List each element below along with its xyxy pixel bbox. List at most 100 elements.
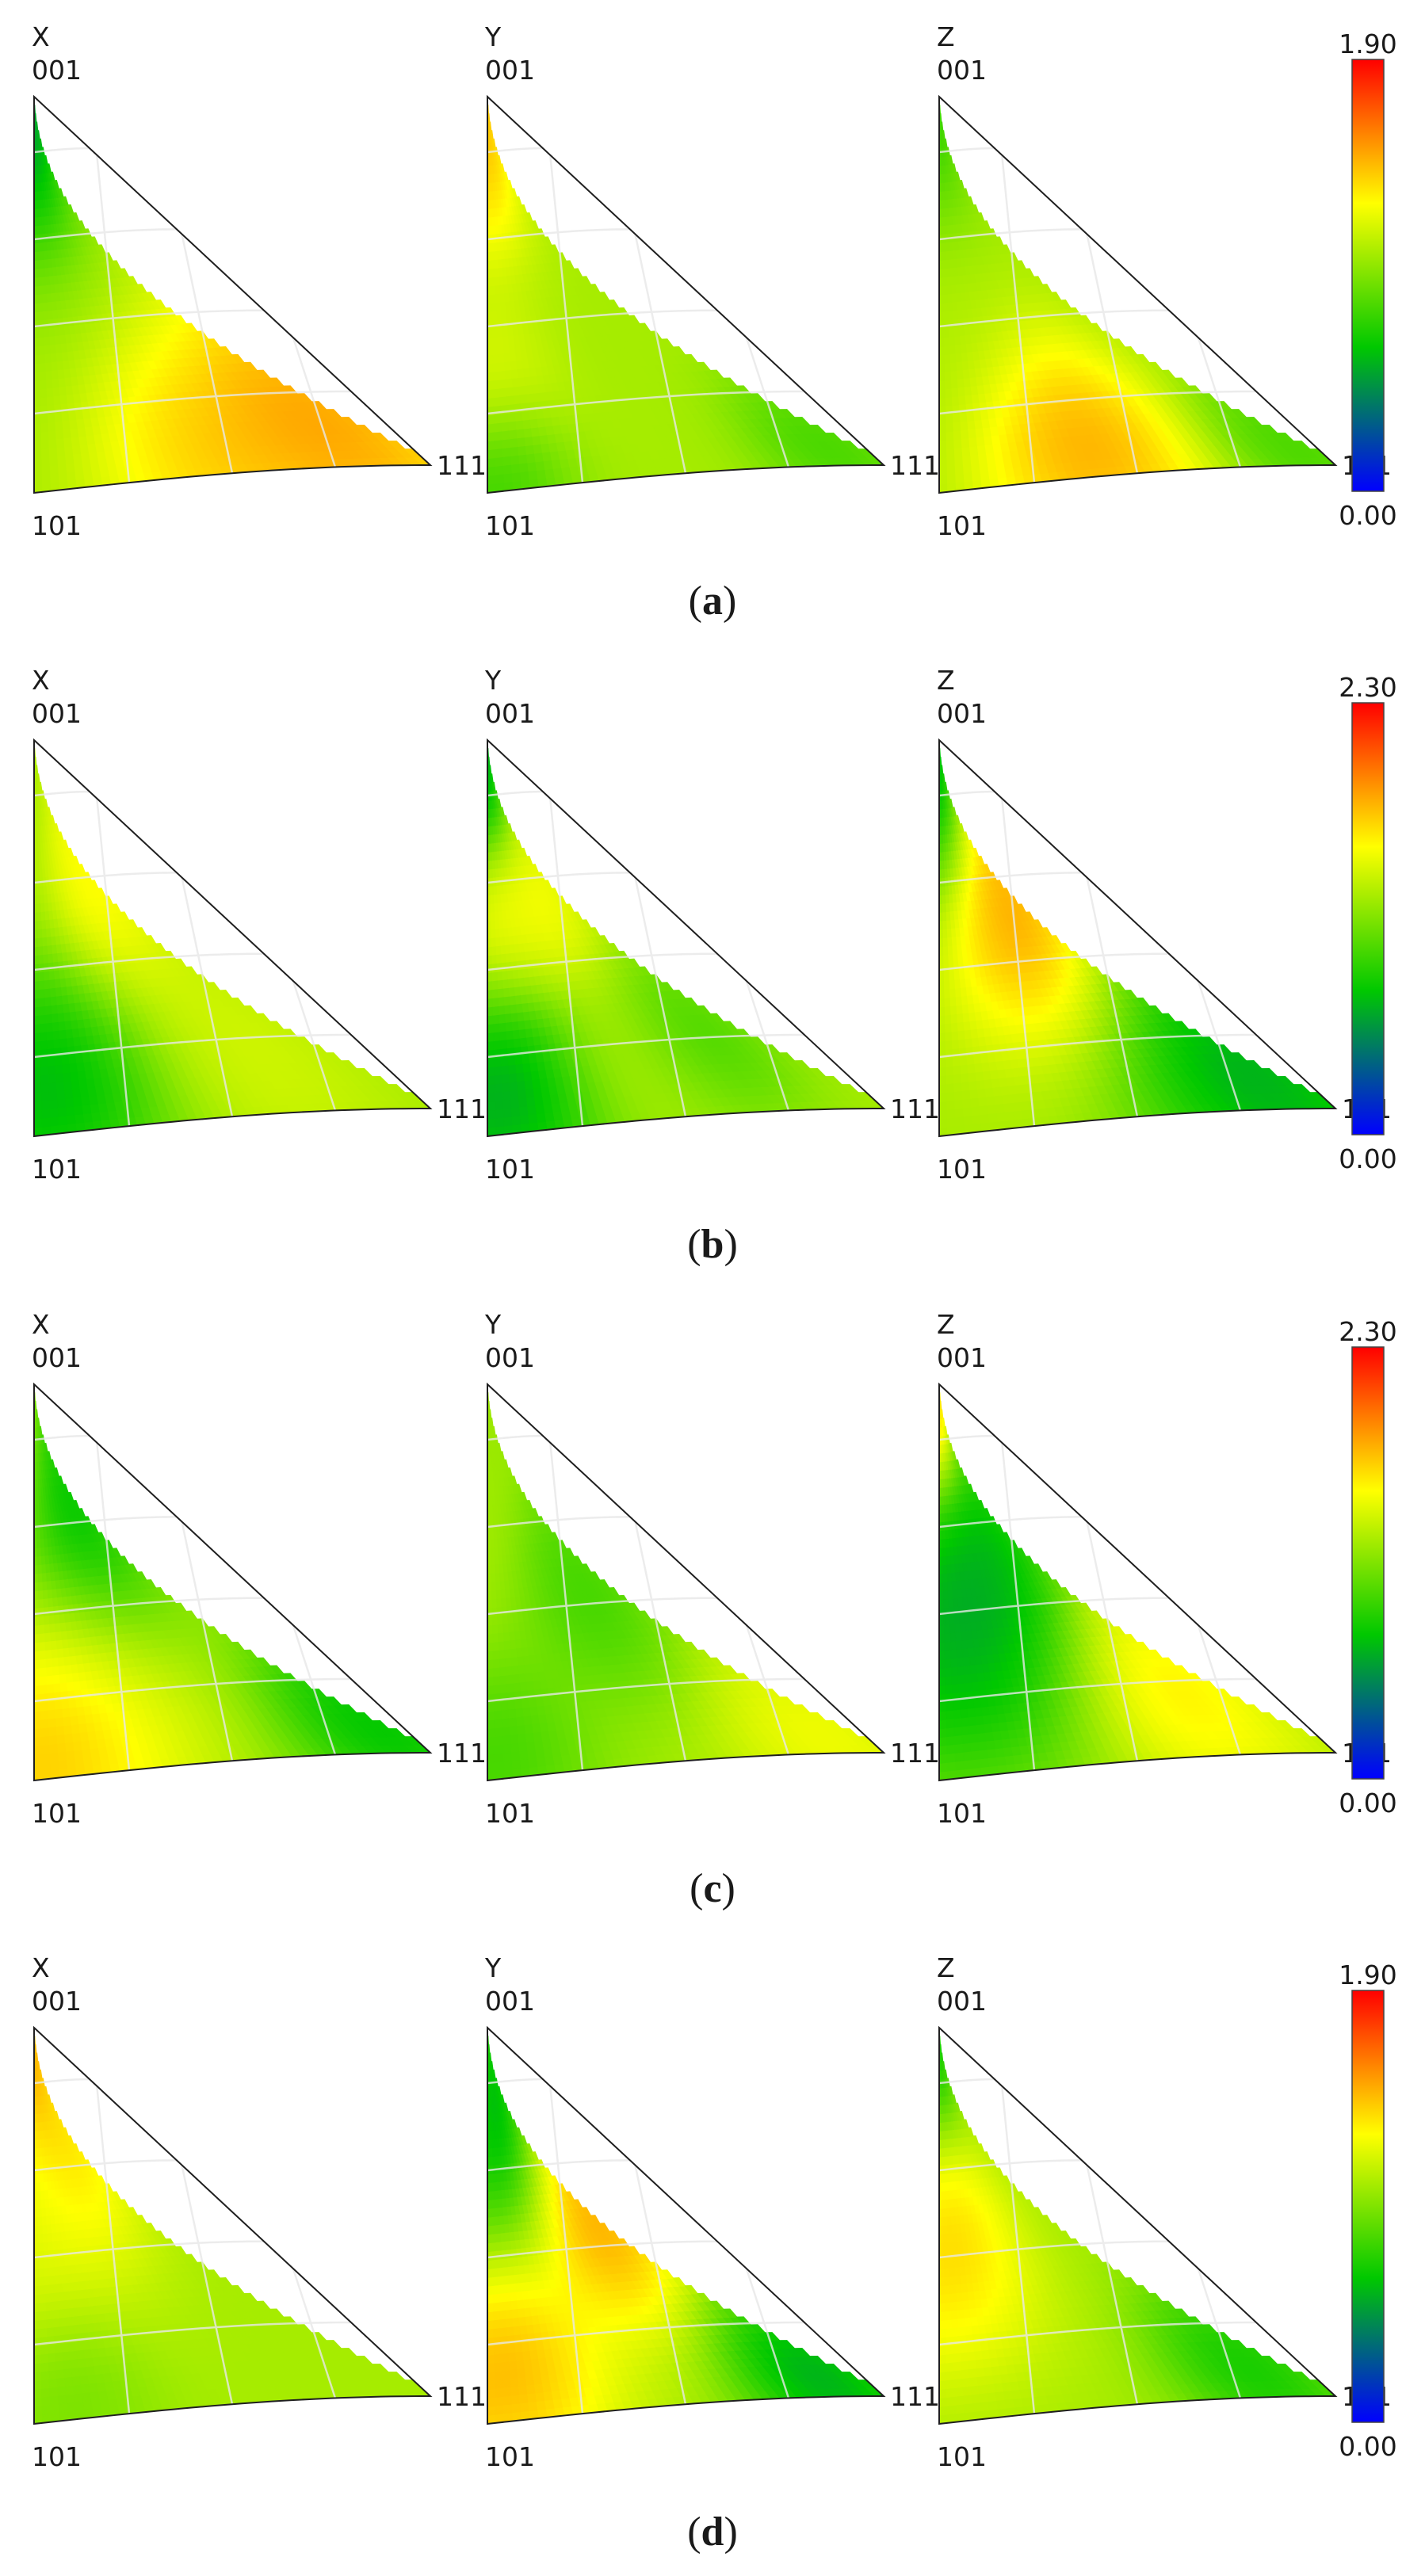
intensity-map [34,740,430,1136]
grid-lines [34,740,351,1127]
corner-label-001: 001 [937,1986,987,2017]
scale-max-label: 1.90 [1339,29,1396,59]
corner-label-101: 101 [937,1154,987,1185]
triangle-outline [938,2025,1338,2425]
axis-label: Y [484,21,502,52]
corner-label-001: 001 [485,698,535,729]
axis-label: X [32,665,50,696]
figure-row-c: X001101111Y001101111Z0011011112.300.00(c… [32,1309,1397,1911]
scale-min-label: 0.00 [1339,1788,1396,1818]
corner-label-111: 111 [437,450,487,481]
axis-label: Y [484,1952,502,1983]
colour-scale-bar: 1.90 0.00 [1339,29,1396,531]
corner-label-001: 001 [32,1986,82,2017]
axis-label: Z [937,1309,955,1340]
corner-label-101: 101 [32,2441,82,2472]
triangle-outline [938,1382,1338,1782]
corner-label-101: 101 [485,1798,535,1829]
corner-label-001: 001 [937,698,987,729]
axis-label: Z [937,21,955,52]
colour-scale-bar: 2.30 0.00 [1339,1316,1396,1818]
corner-label-111: 111 [890,1738,940,1769]
triangle-outline [938,94,1338,494]
subfigure-caption: (d) [687,2509,738,2555]
triangle-outline [487,94,886,494]
subfigure-caption: (a) [689,578,737,624]
axis-label: Y [484,665,502,696]
corner-label-101: 101 [937,510,987,541]
scale-max-label: 2.30 [1339,1316,1396,1347]
grid-lines [487,2028,804,2414]
corner-label-101: 101 [32,510,82,541]
pole-figure-z: Z001101111 [937,21,1392,541]
intensity-map [487,97,884,493]
corner-label-101: 101 [485,1154,535,1185]
intensity-map [34,2028,430,2424]
corner-label-001: 001 [32,1342,82,1373]
triangle-outline [33,738,433,1138]
intensity-map [939,740,1335,1136]
axis-label: X [32,1952,50,1983]
figure-row-b: X001101111Y001101111Z0011011112.300.00(b… [32,665,1397,1267]
corner-label-001: 001 [485,55,535,86]
triangle-outline [487,738,886,1138]
corner-label-001: 001 [937,1342,987,1373]
pole-figure-z: Z001101111 [937,1309,1392,1829]
scale-min-label: 0.00 [1339,2431,1396,2462]
intensity-map [34,1384,430,1780]
subfigure-caption: (c) [690,1866,735,1911]
axis-label: X [32,21,50,52]
corner-label-001: 001 [485,1342,535,1373]
subfigure-caption: (b) [687,1222,738,1267]
triangle-outline [487,2025,886,2425]
corner-label-111: 111 [890,1093,940,1124]
pole-figure-z: Z001101111 [937,1952,1392,2472]
figure-row-a: X001101111Y001101111Z0011011111.900.00(a… [32,21,1397,624]
corner-label-101: 101 [485,2441,535,2472]
scale-min-label: 0.00 [1339,500,1396,531]
intensity-map [939,97,1335,493]
axis-label: Y [484,1309,502,1340]
scale-max-label: 2.30 [1339,672,1396,703]
corner-label-001: 001 [32,698,82,729]
pole-figure-z: Z001101111 [937,665,1392,1185]
corner-label-001: 001 [485,1986,535,2017]
axis-label: X [32,1309,50,1340]
colour-scale-bar: 1.90 0.00 [1339,1960,1396,2462]
triangle-outline [33,2025,433,2425]
corner-label-111: 111 [437,1738,487,1769]
corner-label-101: 101 [32,1154,82,1185]
corner-label-101: 101 [937,1798,987,1829]
figure-row-d: X001101111Y001101111Z0011011111.900.00(d… [32,1952,1397,2555]
corner-label-101: 101 [32,1798,82,1829]
scale-min-label: 0.00 [1339,1143,1396,1174]
axis-label: Z [937,1952,955,1983]
triangle-outline [33,94,433,494]
triangle-outline [938,738,1338,1138]
corner-label-001: 001 [937,55,987,86]
triangle-outline [33,1382,433,1782]
corner-label-001: 001 [32,55,82,86]
corner-label-101: 101 [485,510,535,541]
intensity-map [34,97,430,493]
intensity-map [939,2028,1335,2424]
colour-scale-bar: 2.30 0.00 [1339,672,1396,1174]
intensity-map [487,2028,884,2424]
corner-label-111: 111 [437,2381,487,2412]
triangle-outline [487,1382,886,1782]
intensity-map [487,740,884,1136]
scale-max-label: 1.90 [1339,1960,1396,1990]
corner-label-111: 111 [890,450,940,481]
intensity-map [939,1384,1335,1780]
corner-label-101: 101 [937,2441,987,2472]
corner-label-111: 111 [890,2381,940,2412]
